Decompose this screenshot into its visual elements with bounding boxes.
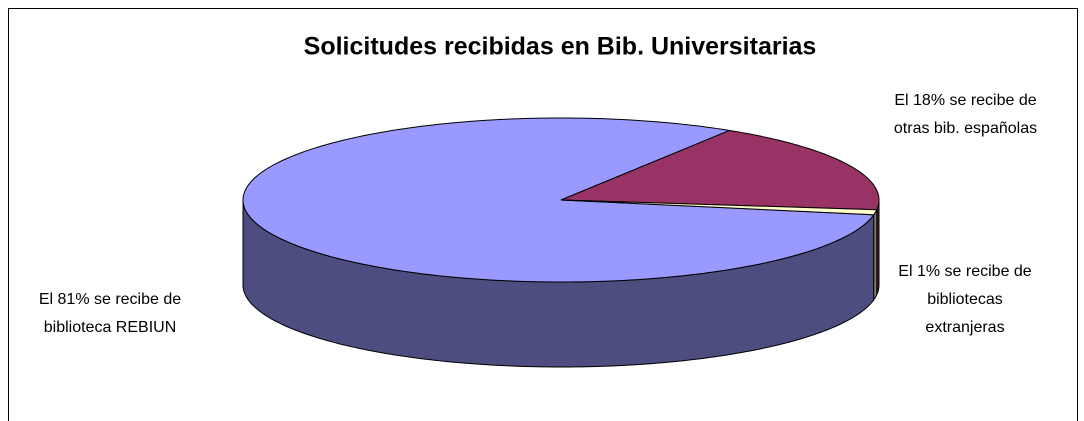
slice-top xyxy=(560,129,880,211)
chart-title: Solicitudes recibidas en Bib. Universita… xyxy=(304,33,817,61)
slice-top xyxy=(560,199,878,216)
chart-border xyxy=(8,8,1078,421)
data-label: El 81% se recibe de biblioteca REBIUN xyxy=(38,291,182,336)
data-label: El 1% se recibe de bibliotecas extranjer… xyxy=(898,263,1032,336)
slice xyxy=(560,199,878,302)
slice-top xyxy=(242,117,875,283)
slice xyxy=(242,117,875,368)
slice xyxy=(560,129,880,295)
slice-side xyxy=(873,209,878,302)
data-label: El 18% se recibe de otras bib. españolas xyxy=(893,92,1038,137)
